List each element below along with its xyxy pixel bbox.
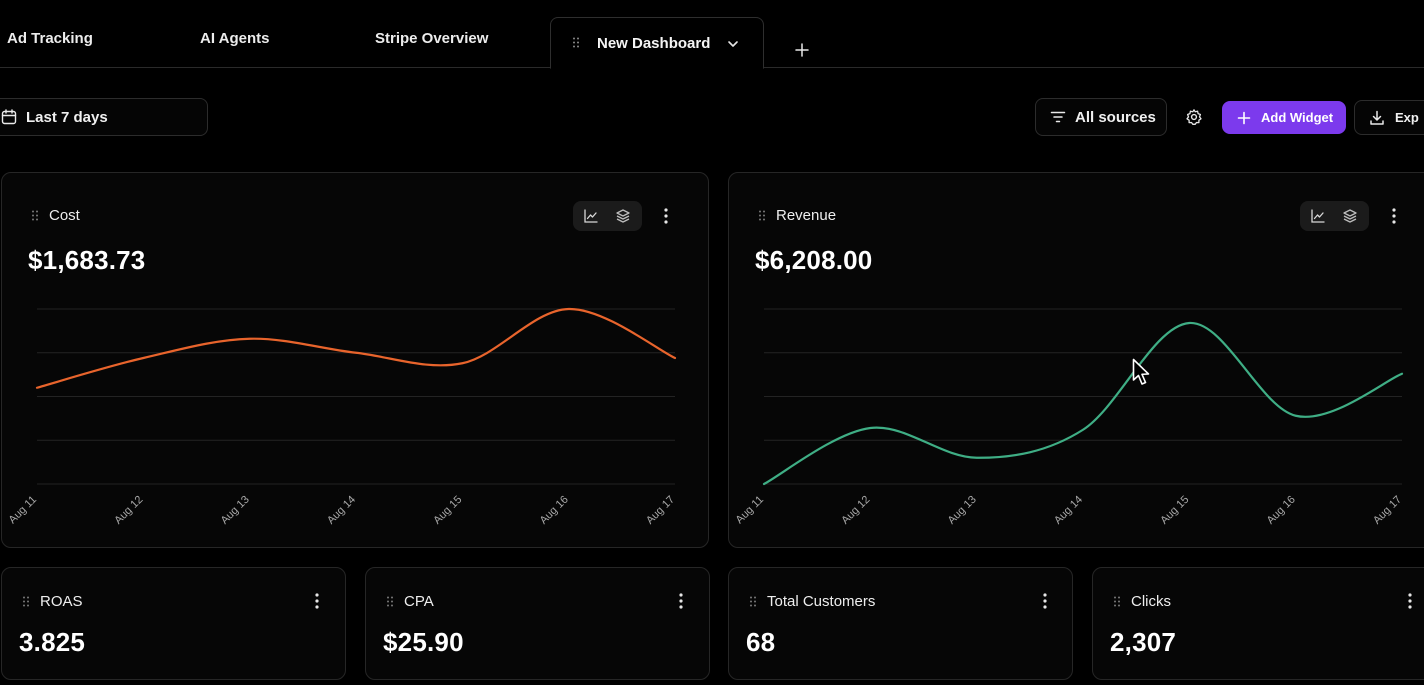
total-customers-widget: Total Customers 68: [728, 567, 1073, 680]
x-tick-label: Aug 15: [431, 494, 464, 527]
tab-label: New Dashboard: [597, 35, 711, 52]
drag-handle-icon[interactable]: [22, 596, 30, 607]
cost-widget: Cost $1,683.73 Aug 11 Aug 12 Aug 13 Aug 14 A…: [1, 172, 709, 548]
tab-new-dashboard[interactable]: New Dashboard: [550, 17, 764, 69]
tab-stripe-overview[interactable]: Stripe Overview: [375, 30, 489, 47]
x-tick-label: Aug 12: [112, 494, 145, 527]
export-button[interactable]: Exp: [1354, 100, 1424, 135]
x-tick-label: Aug 16: [1265, 494, 1298, 527]
revenue-line-chart: Aug 11 Aug 12 Aug 13 Aug 14 Aug 15 Aug 16 Aug …: [734, 308, 1404, 527]
source-filter-button[interactable]: All sources: [1035, 98, 1167, 136]
widget-title: CPA: [404, 593, 434, 610]
x-tick-label: Aug 14: [1052, 494, 1085, 527]
clicks-widget: Clicks 2,307: [1092, 567, 1424, 680]
chart-toggle-group: [1300, 201, 1369, 231]
x-tick-label: Aug 17: [644, 494, 677, 527]
x-tick-label: Aug 13: [946, 494, 979, 527]
x-tick-label: Aug 11: [734, 494, 767, 527]
filter-icon: [1050, 109, 1066, 125]
revenue-series-line: [762, 321, 1404, 486]
plus-icon: [1237, 111, 1251, 125]
chevron-down-icon[interactable]: [727, 38, 739, 50]
widget-value: $25.90: [383, 627, 464, 657]
download-icon: [1369, 110, 1385, 126]
cost-series-line: [35, 307, 677, 389]
kebab-menu-icon[interactable]: [658, 206, 674, 226]
x-tick-label: Aug 15: [1158, 494, 1191, 527]
widget-value: 2,307: [1110, 627, 1177, 657]
add-widget-label: Add Widget: [1261, 110, 1334, 125]
x-tick-label: Aug 11: [7, 494, 40, 527]
roas-widget: ROAS 3.825: [1, 567, 346, 680]
kebab-menu-icon[interactable]: [1037, 591, 1053, 611]
widget-value: 3.825: [19, 627, 86, 657]
x-tick-label: Aug 14: [325, 494, 358, 527]
widget-value: 68: [746, 627, 776, 657]
kebab-menu-icon[interactable]: [309, 591, 325, 611]
tab-ad-tracking[interactable]: Ad Tracking: [7, 30, 93, 47]
widget-title: ROAS: [40, 593, 83, 610]
x-tick-label: Aug 12: [839, 494, 872, 527]
kebab-menu-icon[interactable]: [1386, 206, 1402, 226]
line-chart-icon[interactable]: [1310, 208, 1326, 224]
date-range-label: Last 7 days: [26, 108, 108, 126]
drag-handle-icon[interactable]: [386, 596, 394, 607]
drag-handle-icon[interactable]: [31, 210, 39, 221]
tab-ai-agents[interactable]: AI Agents: [200, 30, 270, 47]
chart-toggle-group: [573, 201, 642, 231]
filter-label: All sources: [1075, 108, 1156, 126]
revenue-widget: Revenue $6,208.00 Aug 11 Aug 12 Aug 13 Aug …: [728, 172, 1424, 548]
x-tick-label: Aug 13: [219, 494, 252, 527]
x-tick-label: Aug 16: [538, 494, 571, 527]
widget-title: Revenue: [776, 207, 837, 224]
widget-title: Cost: [49, 207, 80, 224]
drag-handle-icon[interactable]: [1113, 596, 1121, 607]
export-label: Exp: [1395, 110, 1419, 125]
gear-icon[interactable]: [1185, 108, 1203, 126]
add-tab-icon[interactable]: [792, 40, 812, 60]
tab-bar: Ad Tracking AI Agents Stripe Overview Ne…: [0, 0, 1424, 69]
date-range-picker[interactable]: Last 7 days: [0, 98, 208, 136]
drag-handle-icon[interactable]: [572, 37, 580, 48]
line-chart-icon[interactable]: [583, 208, 599, 224]
widget-title: Total Customers: [767, 593, 876, 610]
drag-handle-icon[interactable]: [749, 596, 757, 607]
kebab-menu-icon[interactable]: [673, 591, 689, 611]
widget-value: $1,683.73: [28, 245, 146, 275]
widget-value: $6,208.00: [755, 245, 873, 275]
layers-icon[interactable]: [615, 208, 631, 224]
drag-handle-icon[interactable]: [758, 210, 766, 221]
calendar-icon: [1, 109, 17, 125]
cpa-widget: CPA $25.90: [365, 567, 710, 680]
widget-title: Clicks: [1131, 593, 1171, 610]
add-widget-button[interactable]: Add Widget: [1222, 101, 1346, 134]
cost-line-chart: Aug 11 Aug 12 Aug 13 Aug 14 Aug 15 Aug 16 Aug …: [7, 307, 677, 527]
kebab-menu-icon[interactable]: [1402, 591, 1418, 611]
layers-icon[interactable]: [1342, 208, 1358, 224]
x-tick-label: Aug 17: [1371, 494, 1404, 527]
